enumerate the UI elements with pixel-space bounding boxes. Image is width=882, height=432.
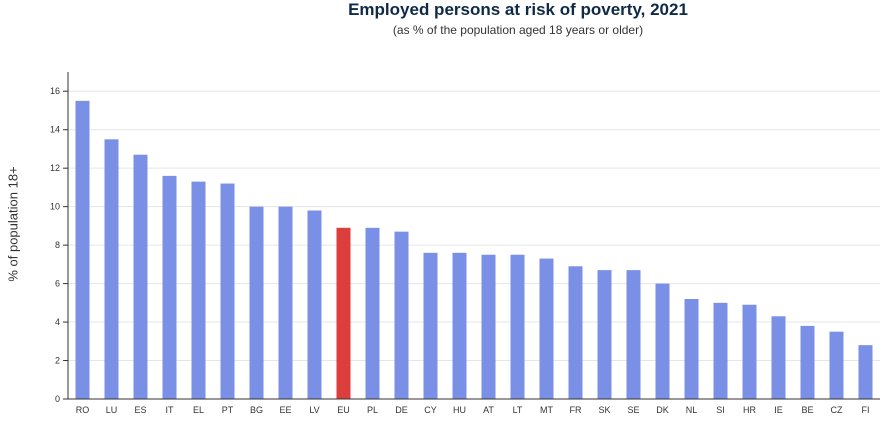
bar-lv [307, 210, 322, 399]
bar-cy [423, 252, 438, 399]
bar-hu [452, 252, 467, 399]
x-tick-label: SI [716, 405, 725, 415]
x-tick-label: AT [483, 405, 494, 415]
x-tick-label: LU [106, 405, 118, 415]
bar-pt [220, 183, 235, 399]
bar-de [394, 231, 409, 399]
chart-title: Employed persons at risk of poverty, 202… [348, 0, 688, 19]
bar-ee [278, 206, 293, 399]
x-tick-label: DE [395, 405, 408, 415]
x-tick-label: SK [598, 405, 610, 415]
y-tick-label: 14 [50, 125, 60, 135]
bar-se [626, 270, 641, 399]
x-tick-label: EL [193, 405, 204, 415]
y-tick-label: 12 [50, 163, 60, 173]
y-tick-label: 8 [55, 240, 60, 250]
bar-hr [742, 304, 757, 399]
x-tick-label: RO [76, 405, 90, 415]
y-tick-label: 10 [50, 202, 60, 212]
bar-pl [365, 227, 380, 399]
x-tick-label: SE [627, 405, 639, 415]
x-tick-label: BG [250, 405, 263, 415]
x-tick-label: DK [656, 405, 669, 415]
x-tick-label: CY [424, 405, 437, 415]
y-tick-label: 4 [55, 317, 60, 327]
x-tick-label: LV [309, 405, 319, 415]
bars [75, 100, 873, 400]
bar-be [800, 325, 815, 399]
y-tick-label: 0 [55, 394, 60, 404]
bar-lt [510, 254, 525, 399]
x-tick-label: EU [337, 405, 350, 415]
x-tick-label: LT [513, 405, 523, 415]
bar-el [191, 181, 206, 399]
bar-fi [858, 345, 873, 399]
bar-si [713, 302, 728, 399]
x-tick-label: CZ [831, 405, 843, 415]
bar-ie [771, 316, 786, 399]
bar-es [133, 154, 148, 399]
bar-fr [568, 266, 583, 399]
x-tick-label: NL [686, 405, 698, 415]
x-tick-label: IE [774, 405, 783, 415]
bar-eu [336, 227, 351, 399]
x-tick-label: ES [134, 405, 146, 415]
bar-at [481, 254, 496, 399]
bar-mt [539, 258, 554, 399]
bar-it [162, 175, 177, 399]
x-tick-label: HR [743, 405, 756, 415]
bar-lu [104, 139, 119, 399]
x-tick-label: IT [166, 405, 175, 415]
bar-cz [829, 331, 844, 399]
axes: 0 2 4 6 8 10 12 14 16 RO LU ES IT EL PT BG EE LV EU PL DE CY H… [50, 72, 880, 415]
x-tick-label: EE [279, 405, 291, 415]
bar-bg [249, 206, 264, 399]
bar-sk [597, 270, 612, 399]
x-tick-label: HU [453, 405, 466, 415]
bar-ro [75, 100, 90, 400]
y-tick-label: 16 [50, 86, 60, 96]
y-tick-label: 6 [55, 279, 60, 289]
x-tick-label: PT [222, 405, 234, 415]
y-tick-label: 2 [55, 356, 60, 366]
x-tick-label: MT [540, 405, 553, 415]
grid-lines [68, 90, 880, 362]
bar-nl [684, 298, 699, 399]
x-tick-label: FR [570, 405, 582, 415]
x-tick-label: PL [367, 405, 378, 415]
chart-subtitle: (as % of the population aged 18 years or… [392, 23, 644, 37]
bar-dk [655, 283, 670, 399]
x-tick-label: FI [862, 405, 870, 415]
x-tick-label: BE [801, 405, 813, 415]
